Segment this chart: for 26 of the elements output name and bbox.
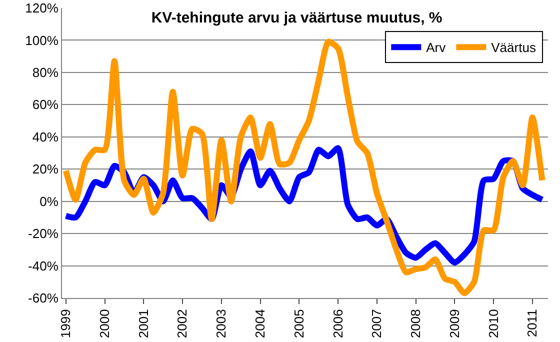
x-tick-label: 2004 bbox=[252, 309, 268, 338]
x-tick-label: 1999 bbox=[58, 309, 74, 338]
y-tick-label: -40% bbox=[28, 258, 59, 274]
y-tick-label: 60% bbox=[32, 97, 59, 112]
y-tick-label: 120% bbox=[25, 0, 59, 16]
x-tick-label: 2009 bbox=[446, 309, 462, 338]
x-tick-label: 2000 bbox=[96, 309, 112, 338]
x-tick-label: 2001 bbox=[136, 309, 151, 338]
y-tick-label: -20% bbox=[28, 226, 59, 242]
chart-title: KV-tehingute arvu ja väärtuse muutus, % bbox=[151, 9, 442, 26]
y-tick-label: 40% bbox=[32, 129, 59, 144]
y-tick-label: -60% bbox=[28, 290, 59, 306]
x-tick-label: 2008 bbox=[408, 309, 424, 338]
y-tick-label: 80% bbox=[32, 64, 59, 80]
legend-label: Väärtus bbox=[491, 40, 536, 56]
y-tick-label: 100% bbox=[25, 32, 59, 48]
x-tick-label: 2003 bbox=[214, 309, 229, 338]
x-tick-label: 2002 bbox=[174, 309, 190, 338]
legend-label: Arv bbox=[426, 40, 446, 56]
x-tick-label: 2006 bbox=[330, 309, 346, 338]
x-tick-label: 2010 bbox=[486, 309, 501, 338]
x-tick-label: 2011 bbox=[524, 309, 540, 338]
x-tick-label: 2005 bbox=[291, 309, 306, 338]
y-tick-label: 20% bbox=[32, 162, 59, 177]
y-tick-label: 0% bbox=[40, 194, 59, 209]
x-tick-label: 2007 bbox=[369, 309, 384, 338]
